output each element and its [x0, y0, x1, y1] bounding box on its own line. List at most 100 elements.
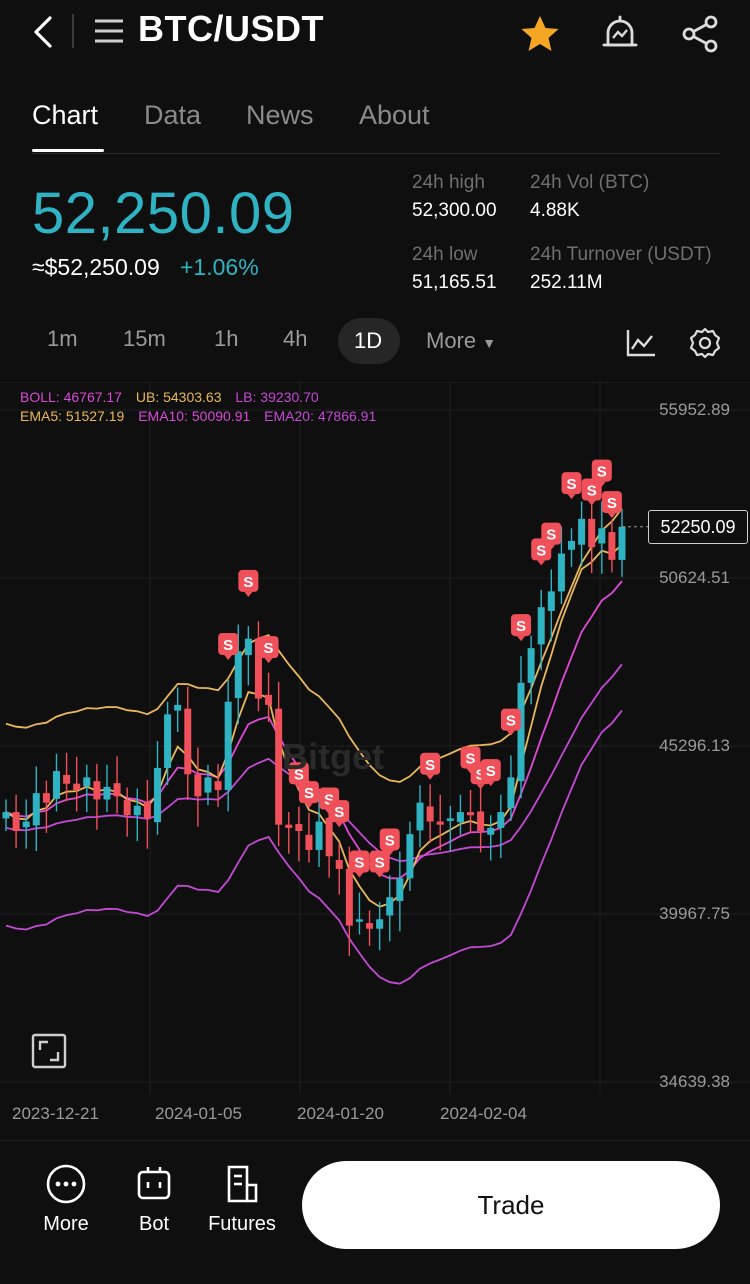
tab-chart[interactable]: Chart	[32, 100, 99, 130]
active-tab-indicator	[32, 149, 104, 152]
timeframe-more-dropdown[interactable]: More ▼	[426, 328, 496, 354]
low-value: 51,165.51	[412, 272, 497, 293]
tab-about[interactable]: About	[359, 100, 430, 130]
sell-marker-label: S	[223, 637, 233, 654]
sell-marker: S	[238, 569, 259, 597]
ema5-line	[5, 544, 623, 908]
share-icon[interactable]	[678, 12, 722, 56]
timeframe-1m[interactable]: 1m	[47, 326, 78, 351]
candle-body	[467, 812, 475, 816]
candle-body	[204, 777, 212, 793]
candle-body	[547, 591, 555, 611]
timeframe-15m[interactable]: 15m	[123, 326, 166, 351]
x-axis-label: 2023-12-21	[12, 1104, 99, 1123]
fullscreen-icon[interactable]	[30, 1032, 68, 1070]
candle-body	[345, 868, 353, 926]
sell-marker: S	[258, 636, 279, 664]
sell-marker-label: S	[516, 618, 526, 635]
sell-marker-label: S	[385, 832, 395, 849]
candle-body	[598, 528, 606, 544]
price-alert-icon[interactable]	[598, 12, 642, 56]
timeframe-1d-pill[interactable]	[338, 318, 400, 364]
sell-marker-label: S	[243, 574, 253, 591]
sell-marker: S	[420, 752, 441, 780]
timeframe-4h[interactable]: 4h	[283, 326, 308, 351]
candle-body	[578, 518, 586, 545]
candle-body	[275, 708, 283, 825]
more-button[interactable]: More	[26, 1163, 106, 1253]
timeframe-1h[interactable]: 1h	[214, 326, 239, 351]
candle-body	[83, 777, 91, 787]
candle-body	[406, 834, 414, 879]
star-icon[interactable]	[518, 12, 562, 56]
candle-body	[73, 783, 81, 791]
timeframe-1d[interactable]: 1D	[354, 328, 383, 353]
indicator-icon[interactable]	[624, 326, 658, 360]
candle-body	[42, 793, 50, 803]
sell-marker: S	[601, 491, 622, 519]
candle-body	[315, 821, 323, 850]
candle-body	[214, 781, 222, 791]
ema10-value: EMA10: 50090.91	[138, 408, 251, 424]
candle-body	[143, 802, 151, 819]
tab-data[interactable]: Data	[144, 100, 202, 130]
candle-body	[446, 818, 454, 821]
more-label: More	[43, 1213, 89, 1235]
futures-button[interactable]: Futures	[202, 1163, 282, 1253]
candle-body	[244, 638, 252, 656]
sell-marker-label: S	[375, 855, 385, 872]
candle-body	[103, 786, 111, 800]
candle-body	[254, 638, 262, 699]
turnover-value: 252.11M	[530, 272, 603, 293]
candle-body	[285, 824, 293, 828]
candle-body	[32, 793, 40, 826]
sell-marker-label: S	[304, 785, 314, 802]
trade-button[interactable]: Trade	[302, 1161, 720, 1249]
menu-icon[interactable]	[92, 14, 126, 48]
candle-body	[184, 708, 192, 775]
sell-marker-label: S	[546, 527, 556, 544]
candle-body	[618, 526, 626, 560]
bot-label: Bot	[138, 1213, 170, 1235]
candle-body	[568, 540, 576, 550]
sell-marker-label: S	[587, 482, 597, 499]
pair-title[interactable]: BTC/USDT	[138, 8, 324, 49]
gear-icon[interactable]	[688, 326, 722, 360]
back-arrow-icon[interactable]	[28, 12, 60, 52]
timeframe-more-label: More	[426, 328, 477, 353]
turnover-label: 24h Turnover (USDT)	[530, 244, 712, 265]
candle-body	[265, 694, 273, 705]
y-axis-label: 45296.13	[659, 736, 730, 755]
y-axis-label: 55952.89	[659, 400, 730, 419]
sell-marker-label: S	[567, 476, 577, 493]
boll-legend: BOLL: 46767.17 UB: 54303.63 LB: 39230.70	[20, 389, 329, 405]
header-bar: BTC/USDT	[0, 0, 750, 64]
candle-body	[52, 771, 60, 799]
caret-down-icon: ▼	[482, 335, 497, 351]
tab-news[interactable]: News	[246, 100, 314, 130]
candle-body	[497, 812, 505, 828]
sell-marker: S	[298, 781, 319, 809]
candle-body	[517, 682, 525, 782]
more-icon	[46, 1164, 86, 1204]
futures-label: Futures	[208, 1213, 276, 1235]
candle-body	[295, 824, 303, 832]
sell-marker-label: S	[466, 750, 476, 767]
sell-marker-label: S	[324, 791, 334, 808]
sell-marker: S	[561, 472, 582, 500]
sell-marker: S	[511, 614, 532, 642]
candle-body	[234, 651, 242, 698]
ema-legend: EMA5: 51527.19 EMA10: 50090.91 EMA20: 47…	[20, 408, 386, 424]
sell-marker-label: S	[425, 757, 435, 774]
futures-icon	[227, 1165, 258, 1203]
candle-body	[325, 817, 333, 857]
usd-equivalent: ≈$52,250.09	[32, 254, 160, 280]
candle-body	[113, 783, 121, 797]
candle-body	[477, 811, 485, 832]
candle-body	[537, 607, 545, 645]
candle-body	[93, 781, 101, 800]
candle-body	[436, 821, 444, 825]
bot-button[interactable]: Bot	[114, 1163, 194, 1253]
